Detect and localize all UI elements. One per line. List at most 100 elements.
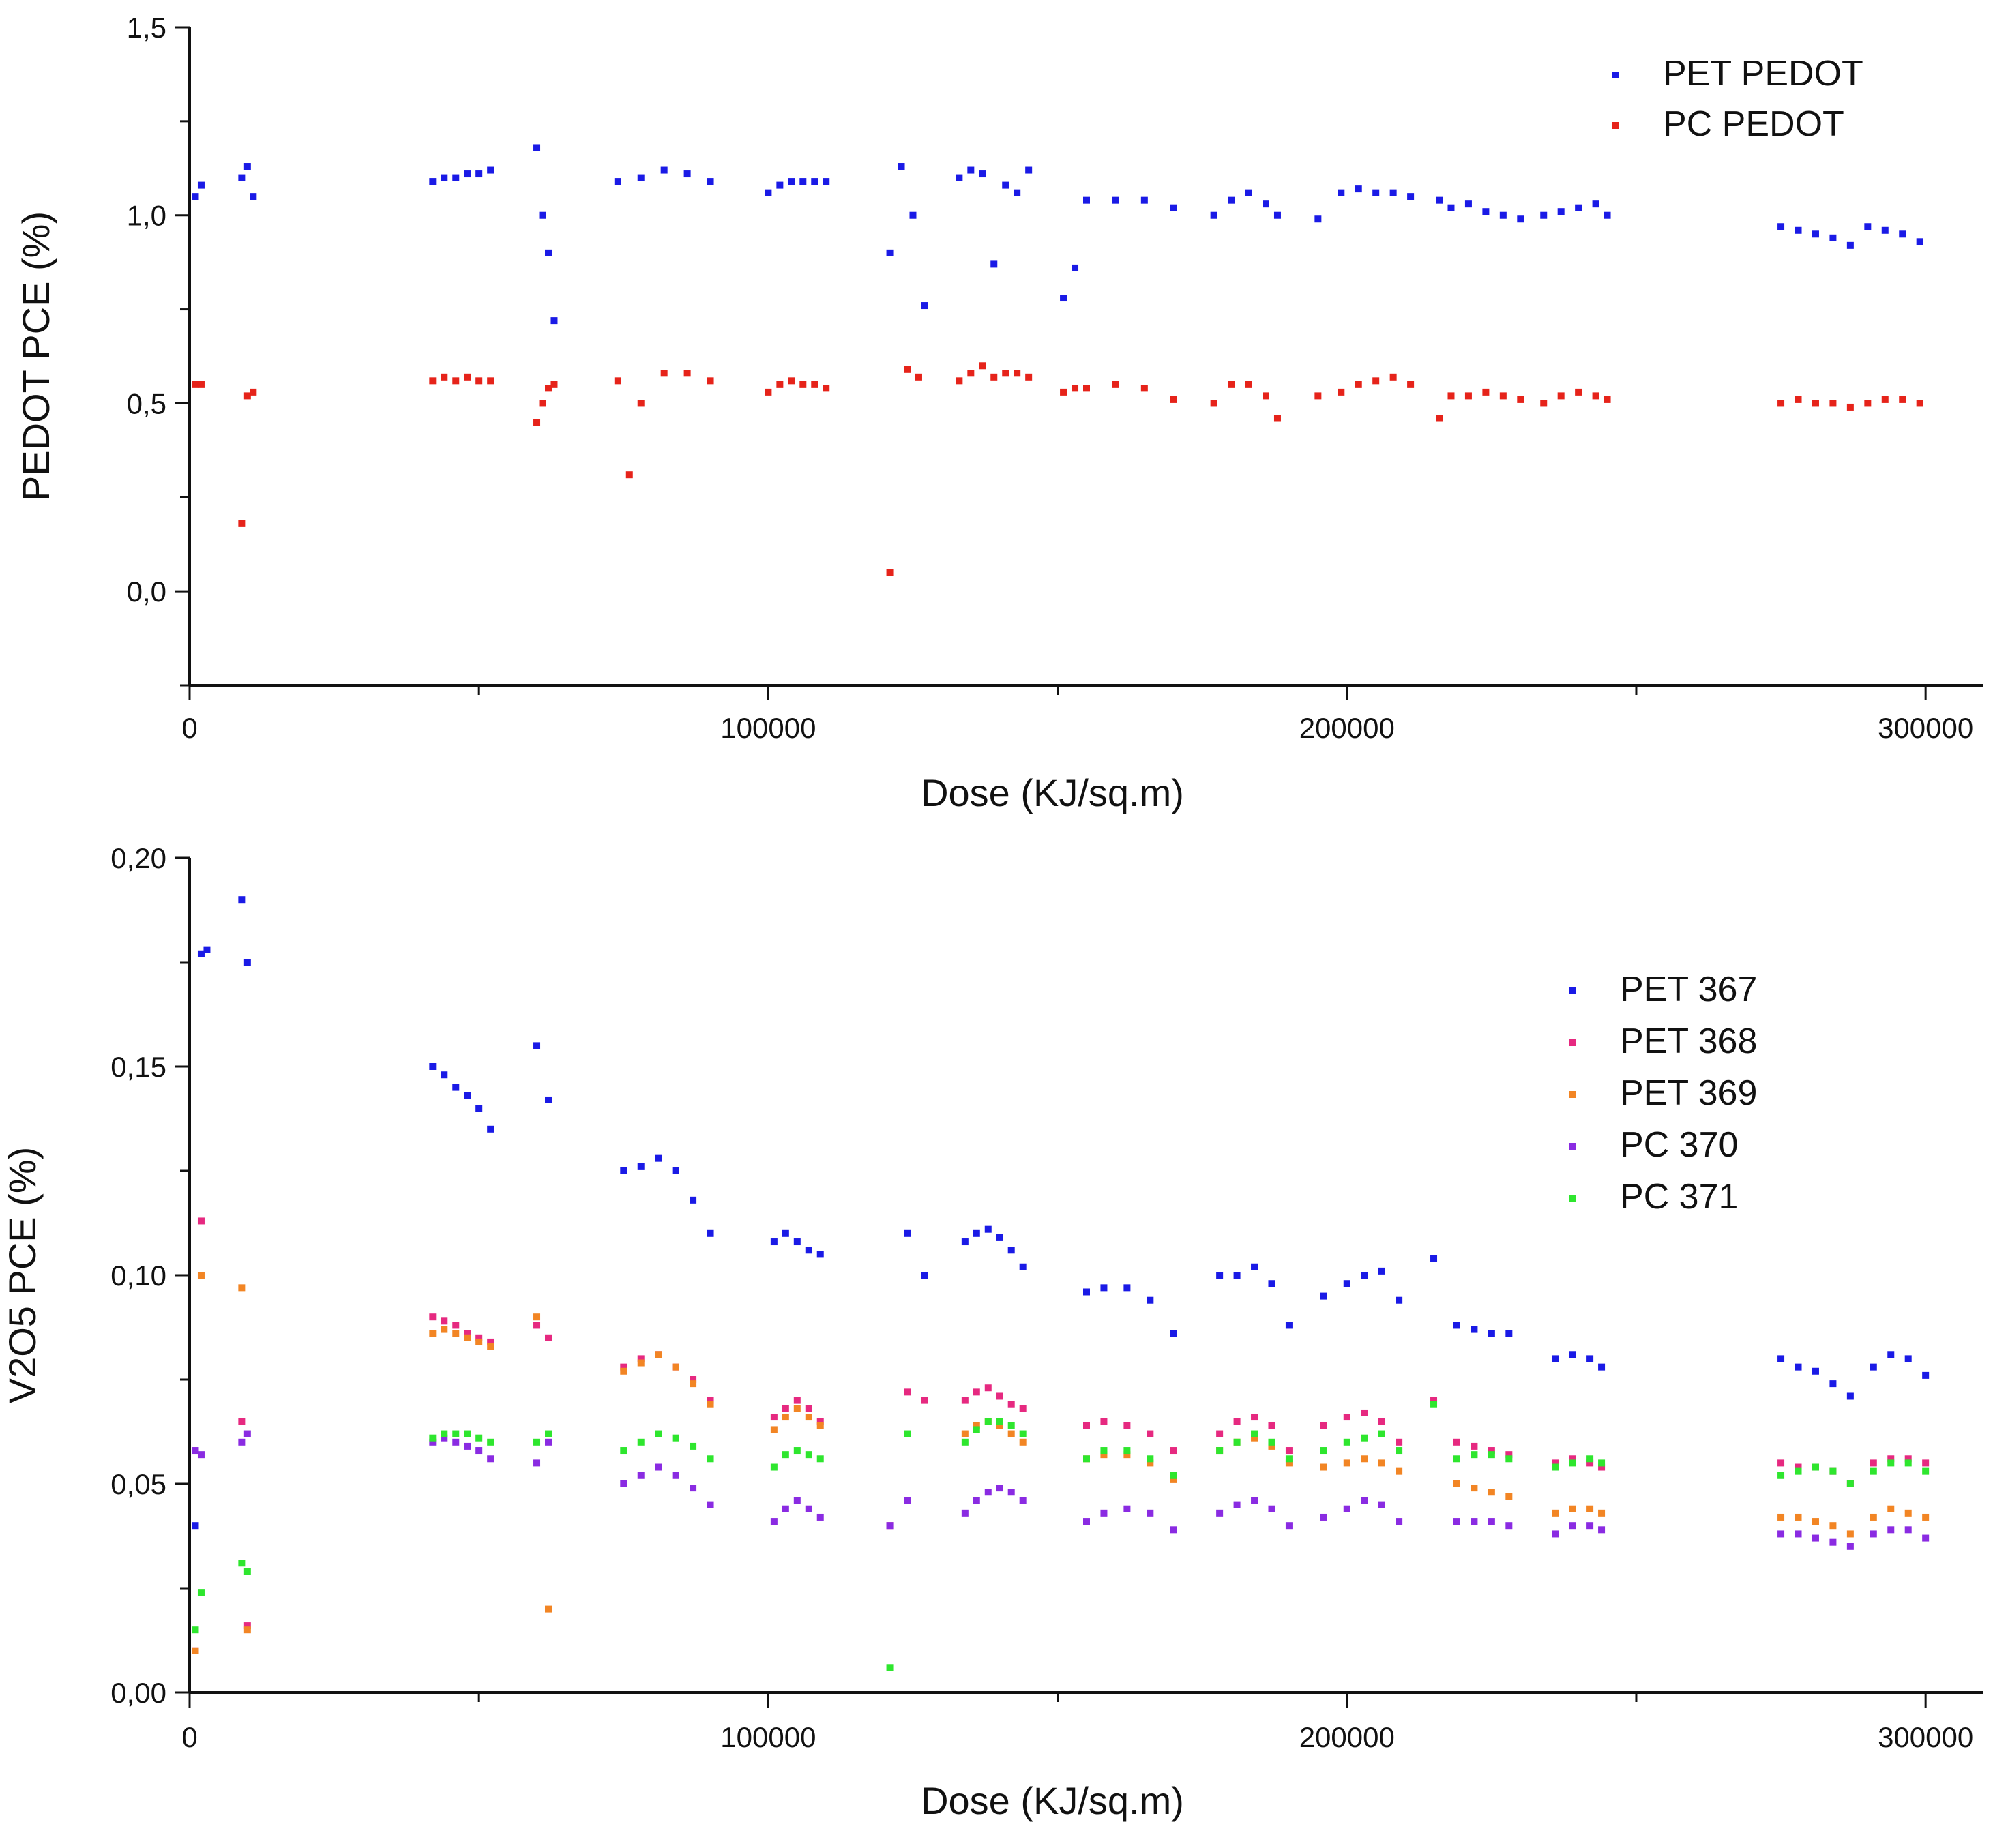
data-point [898, 163, 905, 170]
data-point [533, 144, 541, 151]
data-point [1829, 1380, 1837, 1388]
data-point [452, 1084, 460, 1091]
data-point [973, 1422, 980, 1429]
data-point [1314, 215, 1322, 223]
data-point [1147, 1455, 1154, 1463]
data-point [1499, 211, 1507, 219]
data-point [1881, 396, 1889, 403]
data-point [1598, 1463, 1606, 1471]
data-point [625, 471, 633, 479]
data-point [243, 1568, 251, 1575]
data-point [1922, 1513, 1930, 1521]
y-tick-label: 1,0 [127, 200, 166, 232]
data-point [1899, 396, 1906, 403]
data-point [1569, 1505, 1576, 1512]
data-point [909, 211, 917, 219]
data-point [1829, 1467, 1837, 1475]
data-point [1887, 1455, 1895, 1463]
data-point [1430, 1397, 1438, 1404]
data-point [464, 373, 471, 381]
data-point [1471, 1485, 1478, 1492]
data-point [1557, 392, 1565, 400]
data-point [475, 1434, 483, 1442]
data-point [1083, 1518, 1090, 1525]
data-point [816, 1422, 824, 1429]
data-point [1251, 1434, 1258, 1442]
data-point [637, 1472, 645, 1479]
data-point [452, 174, 460, 181]
data-point [1488, 1447, 1495, 1455]
data-point [1598, 1526, 1606, 1534]
data-point [243, 392, 251, 400]
data-point [1396, 1467, 1403, 1475]
data-point [1795, 1463, 1802, 1471]
data-point [1777, 1513, 1785, 1521]
data-point [1268, 1505, 1275, 1512]
data-point [1361, 1497, 1368, 1504]
data-point [1268, 1442, 1275, 1450]
data-point [1170, 396, 1177, 403]
data-point [1575, 388, 1582, 396]
data-point [1812, 1518, 1819, 1525]
series-pet-368 [192, 1217, 1930, 1654]
data-point [973, 1426, 980, 1433]
legend-marker [1569, 1039, 1576, 1046]
data-point [545, 1430, 552, 1437]
data-point [805, 1414, 812, 1421]
data-point [1846, 1530, 1854, 1538]
data-point [823, 385, 830, 392]
data-point [1378, 1459, 1385, 1467]
data-point [1430, 1255, 1438, 1262]
data-point [1233, 1418, 1241, 1425]
data-point [672, 1472, 679, 1479]
data-point [770, 1426, 778, 1433]
data-point [1870, 1530, 1877, 1538]
y-tick-label: 0,00 [110, 1677, 166, 1709]
data-point [707, 1401, 714, 1408]
data-point [770, 1414, 778, 1421]
legend-marker [1569, 987, 1576, 994]
data-point [533, 1438, 541, 1446]
v2o5-chart: 0 100000 200000 300000 0,00 0,05 0,10 0,15 0,20 D… [1, 842, 1983, 1822]
data-point [690, 1196, 697, 1204]
data-point [956, 174, 963, 181]
data-point [805, 1451, 812, 1459]
y-tick-label: 0,5 [127, 387, 166, 419]
data-point [192, 1447, 199, 1455]
data-point [429, 1438, 437, 1446]
data-point [979, 362, 986, 370]
data-point [441, 1071, 448, 1079]
data-point [1314, 392, 1322, 400]
data-point [967, 370, 975, 377]
data-point [1922, 1459, 1930, 1467]
data-point [1598, 1363, 1606, 1371]
data-point [1482, 388, 1490, 396]
data-point [620, 1363, 628, 1371]
data-point [1285, 1455, 1293, 1463]
data-point [429, 1063, 437, 1070]
data-point [1072, 264, 1079, 271]
data-point [690, 1380, 697, 1388]
x-tick-label: 300000 [1878, 712, 1973, 744]
data-point [1795, 1467, 1802, 1475]
data-point [1829, 1538, 1837, 1546]
data-point [811, 178, 818, 185]
data-point [243, 163, 251, 170]
data-point [1268, 1422, 1275, 1429]
data-point [1552, 1459, 1559, 1467]
data-point [1795, 1363, 1802, 1371]
data-point [1100, 1447, 1108, 1455]
data-point [660, 166, 668, 174]
data-point [487, 1343, 494, 1350]
data-point [1320, 1513, 1327, 1521]
data-point [805, 1247, 812, 1254]
data-point [805, 1505, 812, 1512]
data-point [921, 1397, 928, 1404]
legend-marker [1612, 72, 1619, 78]
data-point [1812, 1463, 1819, 1471]
series-pc-371 [192, 1401, 1930, 1671]
data-point [984, 1489, 992, 1496]
data-point [707, 1229, 714, 1237]
data-point [1251, 1263, 1258, 1270]
data-point [1147, 1296, 1154, 1304]
